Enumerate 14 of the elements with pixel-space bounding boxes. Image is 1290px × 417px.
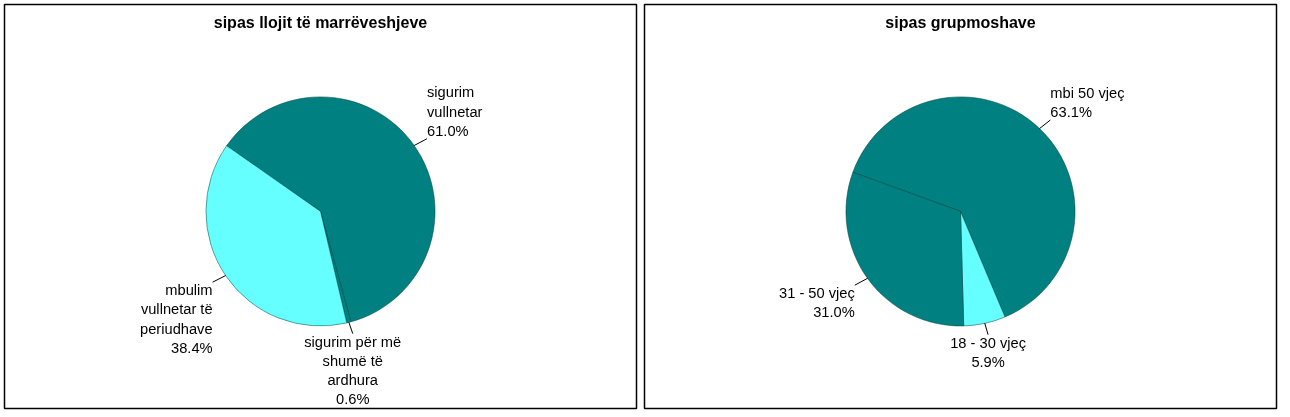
data-label: 0.6%	[336, 391, 370, 408]
slice-label: 18 - 30 vjeç	[950, 334, 1026, 351]
data-label: 5.9%	[971, 353, 1005, 370]
chart-title: sipas llojit të marrëveshjeve	[213, 14, 428, 32]
data-label: 31.0%	[813, 304, 855, 321]
slice-label: 31 - 50 vjeç	[779, 285, 855, 302]
slice-label: mbi 50 vjeç	[1050, 84, 1125, 101]
slice-label: sigurim vullnetar	[427, 84, 483, 120]
data-label: 63.1%	[1050, 104, 1092, 121]
chart-title: sipas grupmoshave	[885, 14, 1036, 32]
data-label: 61.0%	[427, 122, 469, 139]
data-label: 38.4%	[171, 339, 213, 356]
slice-label: sigurim për më shumë të ardhura	[304, 333, 402, 389]
slice-label: mbulim vullnetar të periudhave	[140, 282, 213, 337]
